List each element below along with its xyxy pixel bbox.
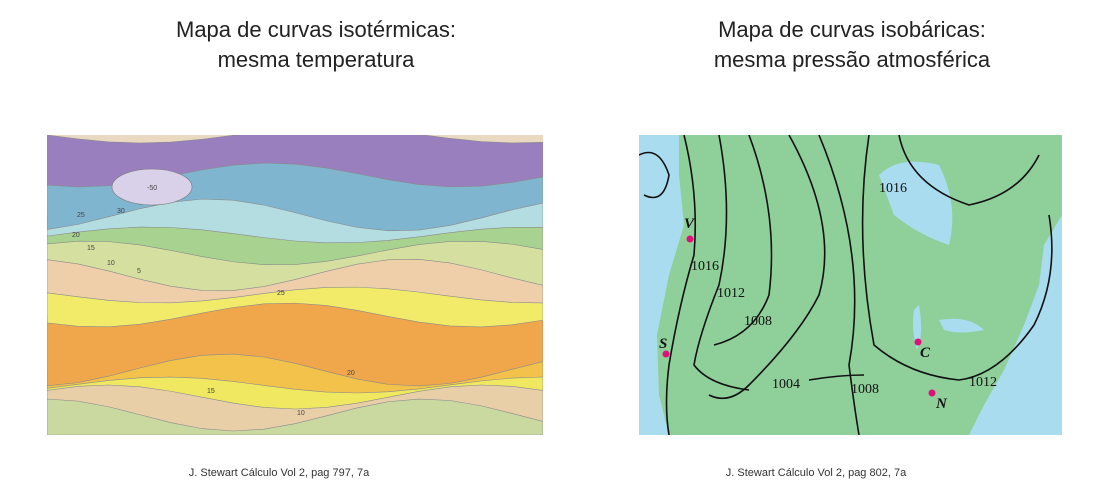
right-caption: J. Stewart Cálculo Vol 2, pag 802, 7a: [725, 467, 907, 479]
isobar-label: 1008: [744, 314, 772, 329]
left-title: Mapa de curvas isotérmicas: mesma temper…: [66, 15, 566, 75]
isotherm-label: 25: [77, 212, 85, 219]
isobar-label: 1012: [969, 375, 997, 390]
isobar-label: 1016: [691, 259, 719, 274]
isotherm-label: 5: [137, 268, 141, 275]
right-title: Mapa de curvas isobáricas: mesma pressão…: [602, 15, 1102, 75]
isotherm-label: 30: [117, 208, 125, 215]
title-line: Mapa de curvas isobáricas:: [718, 17, 986, 42]
isotherm-label: 10: [107, 260, 115, 267]
isobar-label: 1004: [772, 377, 800, 392]
title-line: mesma temperatura: [217, 47, 415, 72]
city-label: N: [935, 396, 948, 412]
temperature-band: [47, 398, 543, 435]
isobar-label: 1016: [879, 181, 907, 196]
cold-core: [111, 168, 193, 206]
title-line: Mapa de curvas isotérmicas:: [176, 17, 456, 42]
isobar-label: 1012: [717, 286, 745, 301]
isotherm-label: 25: [277, 290, 285, 297]
isobar-map: 1016 1016 1012 1008 1004 1008 1012 V S C N: [639, 135, 1062, 435]
isotherm-label: -50: [147, 185, 157, 192]
title-line: mesma pressão atmosférica: [713, 47, 991, 72]
isotherm-label: 20: [72, 232, 80, 239]
city-label: C: [920, 345, 931, 361]
isotherm-map: -50 30 25 20 15 10 5 25 20 15 10: [47, 135, 543, 435]
isobar-label: 1008: [851, 382, 879, 397]
left-caption: J. Stewart Cálculo Vol 2, pag 797, 7a: [188, 467, 370, 479]
isotherm-label: 20: [347, 370, 355, 377]
isotherm-label: 10: [297, 410, 305, 417]
isotherm-label: 15: [87, 245, 95, 252]
city-label: V: [684, 216, 696, 232]
isotherm-label: 15: [207, 388, 215, 395]
city-label: S: [659, 336, 667, 352]
